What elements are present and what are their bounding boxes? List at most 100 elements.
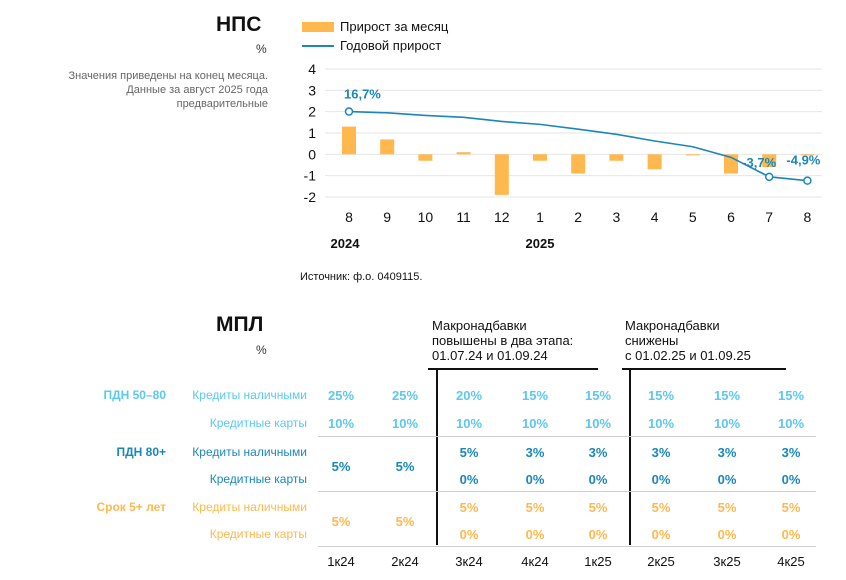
row-label: Кредиты наличными (192, 388, 307, 402)
bar (494, 154, 509, 195)
table-cell: 3% (651, 445, 671, 460)
x-tick-label: 6 (727, 209, 735, 225)
table-cell: 20% (455, 388, 483, 403)
header-line: снижены (625, 333, 679, 348)
table-cell: 5% (459, 500, 479, 515)
table-cell: 10% (455, 416, 483, 431)
y-tick-label: 3 (308, 82, 316, 98)
table-cell: 5% (588, 500, 608, 515)
table-cell: 10% (713, 416, 741, 431)
group-separator (318, 436, 816, 437)
table-cell: 3% (525, 445, 545, 460)
mpl-unit: % (256, 343, 267, 357)
header-line: Макронадбавки (432, 318, 527, 333)
header-line: повышены в два этапа: (432, 333, 574, 348)
quarter-label: 4к25 (777, 554, 805, 569)
table-cell: 10% (391, 416, 419, 431)
row-label: Кредитные карты (209, 416, 307, 430)
table-cell: 5% (781, 500, 801, 515)
table-cell: 10% (521, 416, 549, 431)
legend-bar-label: Прирост за месяц (340, 19, 449, 34)
y-tick-label: -2 (304, 189, 317, 205)
divider-lowered (629, 370, 631, 545)
line-marker (803, 176, 812, 185)
table-cell: 0% (525, 472, 545, 487)
table-cell: 10% (647, 416, 675, 431)
header-line: Макронадбавки (625, 318, 720, 333)
y-tick-label: -1 (304, 168, 317, 184)
quarter-label: 1к24 (327, 554, 355, 569)
table-cell: 5% (717, 500, 737, 515)
table-cell: 25% (391, 388, 419, 403)
bar (380, 139, 395, 155)
legend-bar-swatch (302, 21, 334, 32)
x-tick-label: 4 (651, 209, 659, 225)
line-marker (344, 107, 354, 116)
table-cell: 0% (781, 527, 801, 542)
table-cell: 0% (781, 472, 801, 487)
group-separator (318, 546, 816, 547)
bar (647, 154, 662, 170)
table-cell: 10% (584, 416, 612, 431)
x-tick-label: 3 (613, 209, 621, 225)
y-tick-label: 2 (308, 104, 316, 120)
nps-note-line: Значения приведены на конец месяца. (68, 70, 268, 82)
x-tick-label: 1 (536, 209, 544, 225)
table-cell: 0% (717, 472, 737, 487)
table-cell: 15% (713, 388, 741, 403)
group-label-term5: Срок 5+ лет (96, 500, 166, 514)
legend-item-line: Годовой прирост (302, 38, 441, 53)
row-label: Кредиты наличными (192, 445, 307, 459)
mpl-header-lowered: Макронадбавки снижены с 01.02.25 и 01.09… (625, 318, 751, 363)
quarter-label: 3к24 (455, 554, 483, 569)
nps-title: НПС (216, 13, 262, 36)
row-label: Кредиты наличными (192, 500, 307, 514)
table-cell-merged: 5% (395, 458, 415, 474)
bar (685, 154, 700, 156)
bar (571, 154, 586, 174)
table-cell: 5% (525, 500, 545, 515)
quarter-label: 3к25 (713, 554, 741, 569)
y-tick-label: 0 (308, 146, 316, 162)
divider-raised (436, 370, 438, 545)
table-cell: 0% (459, 527, 479, 542)
legend-item-bar: Прирост за месяц (302, 19, 448, 34)
nps-unit: % (256, 42, 267, 56)
table-cell: 10% (327, 416, 355, 431)
table-cell: 15% (584, 388, 612, 403)
x-tick-label: 10 (418, 209, 434, 225)
table-cell: 0% (588, 472, 608, 487)
table-cell-merged: 5% (395, 513, 415, 529)
mpl-header-raised: Макронадбавки повышены в два этапа: 01.0… (432, 318, 573, 363)
table-cell: 3% (717, 445, 737, 460)
x-tick-label: 7 (765, 209, 773, 225)
quarter-label: 2к25 (647, 554, 675, 569)
nps-note: Значения приведены на конец месяца. Данн… (18, 69, 268, 111)
year-label: 2025 (526, 236, 555, 251)
table-cell: 10% (777, 416, 805, 431)
series-line (348, 110, 808, 182)
x-tick-label: 8 (804, 209, 812, 225)
mpl-title: МПЛ (216, 313, 264, 336)
legend-line-label: Годовой прирост (340, 38, 442, 53)
nps-note-line: Данные за август 2025 года (126, 84, 268, 96)
table-cell: 15% (777, 388, 805, 403)
table-cell: 15% (647, 388, 675, 403)
data-label: -3,7% (742, 155, 776, 170)
table-cell: 5% (651, 500, 671, 515)
quarter-label: 2к24 (391, 554, 419, 569)
y-tick-label: 4 (308, 61, 316, 77)
legend-line-swatch (302, 44, 334, 47)
table-cell: 0% (588, 527, 608, 542)
x-tick-label: 9 (383, 209, 391, 225)
table-cell: 0% (525, 527, 545, 542)
nps-note-line: предварительные (176, 98, 268, 110)
y-tick-label: 1 (308, 125, 316, 141)
line-marker (764, 172, 774, 182)
x-tick-label: 8 (345, 209, 353, 225)
table-cell-merged: 5% (331, 513, 351, 529)
x-tick-label: 11 (456, 209, 471, 225)
table-cell: 0% (459, 472, 479, 487)
group-label-pdn50: ПДН 50–80 (103, 388, 166, 402)
